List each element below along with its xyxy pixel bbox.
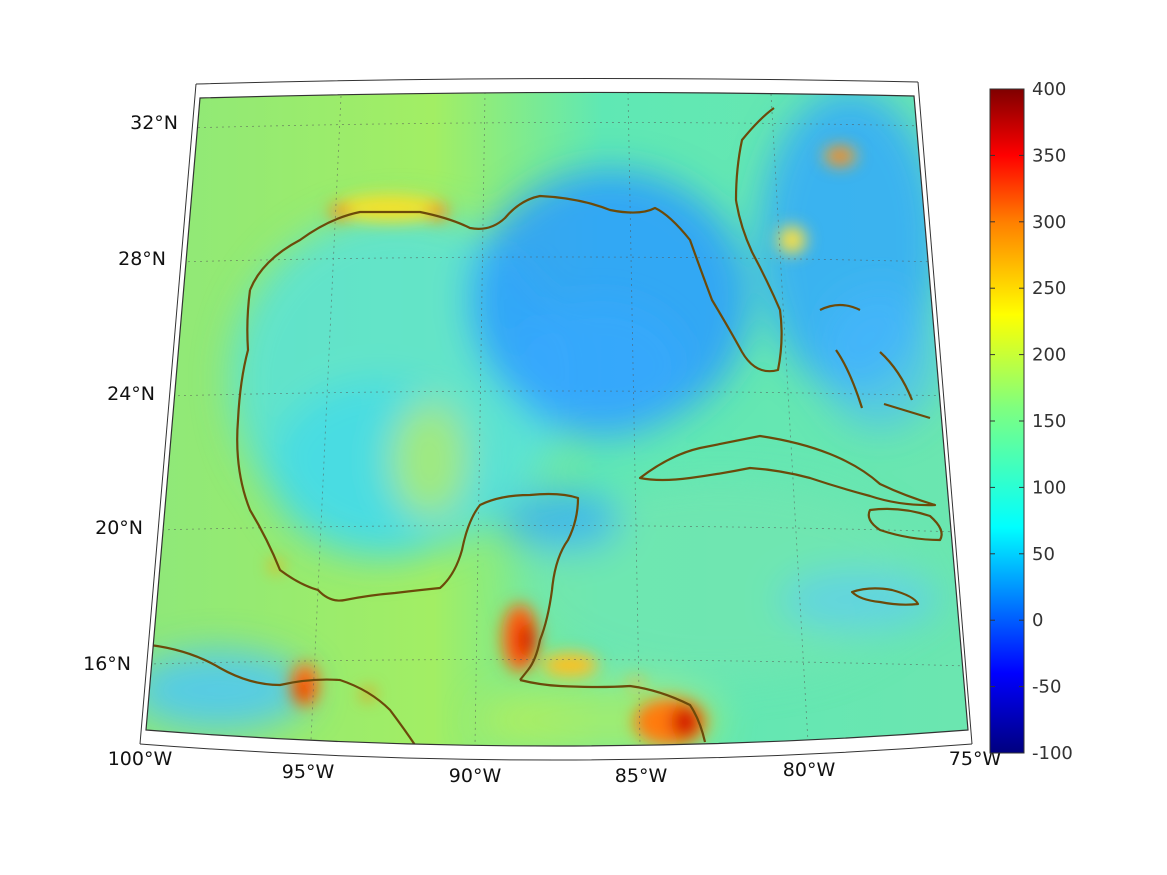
lat-label-16: 16°N: [83, 653, 131, 675]
bahamas-outline: [819, 303, 931, 420]
lon-label-80w: 80°W: [783, 759, 836, 781]
colorbar-tick-label: -50: [1032, 677, 1061, 698]
coastlines: [149, 107, 943, 746]
graticule-lines: [147, 92, 968, 746]
lon-label-85w: 85°W: [615, 765, 668, 787]
colorbar: 400 350 300 250 200 150 100 50 0 -50 -100: [989, 79, 1073, 764]
latitude-labels: 32°N 28°N 24°N 20°N 16°N: [83, 112, 178, 675]
mexico-coastline: [236, 289, 580, 681]
cuba-outline: [638, 434, 937, 507]
hispaniola-outline: [867, 507, 943, 542]
colorbar-tick-label: 350: [1032, 145, 1066, 166]
field-heatmap: [146, 92, 968, 746]
colorbar-ticks: 400 350 300 250 200 150 100 50 0 -50 -100: [990, 79, 1073, 764]
lat-label-24: 24°N: [107, 383, 155, 405]
colorbar-tick-label: 150: [1032, 411, 1066, 432]
colorbar-tick-label: 0: [1032, 610, 1043, 631]
colorbar-tick-label: 200: [1032, 345, 1066, 366]
lat-label-32: 32°N: [130, 112, 178, 134]
colorbar-tick-label: 100: [1032, 477, 1066, 498]
colorbar-tick-label: 250: [1032, 278, 1066, 299]
central-america-coast: [519, 678, 707, 743]
lat-label-20: 20°N: [95, 517, 143, 539]
frame-ticks: [139, 77, 973, 761]
lon-label-75w: 75°W: [949, 748, 1002, 770]
lon-label-90w: 90°W: [449, 765, 502, 787]
map-frame: [145, 91, 969, 747]
colorbar-tick-label: -100: [1032, 743, 1073, 764]
colorbar-tick-label: 50: [1032, 544, 1055, 565]
jamaica-outline: [850, 587, 920, 606]
pacific-coast: [149, 643, 416, 746]
longitude-labels: 100°W 95°W 90°W 85°W 80°W 75°W: [108, 748, 1002, 787]
lon-label-100w: 100°W: [108, 748, 173, 770]
gulf-coastline: [248, 107, 783, 373]
colorbar-tick-label: 400: [1032, 79, 1066, 100]
colorbar-tick-label: 300: [1032, 212, 1066, 233]
lat-label-28: 28°N: [118, 248, 166, 270]
lon-label-95w: 95°W: [282, 761, 335, 783]
colorbar-gradient: [989, 88, 1025, 754]
